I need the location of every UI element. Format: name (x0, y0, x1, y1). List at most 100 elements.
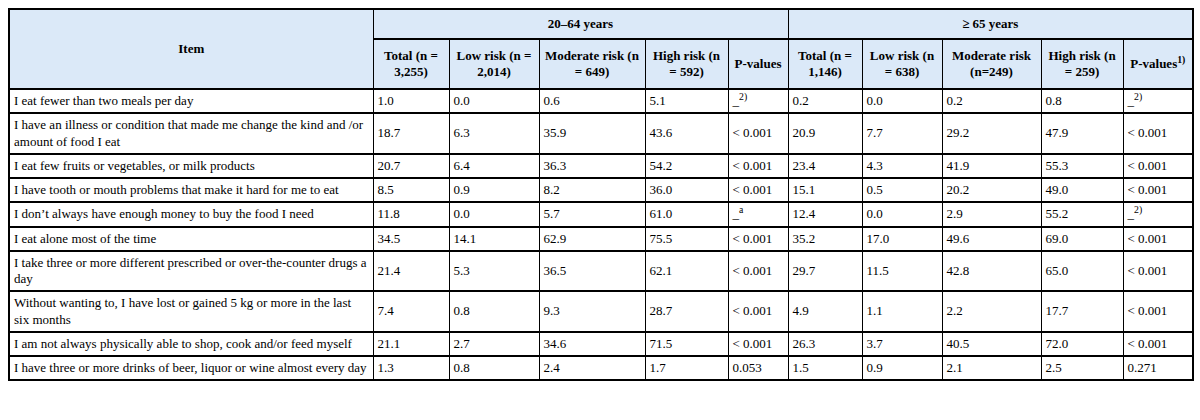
col-header-total-20-64: Total (n = 3,255) (373, 39, 449, 89)
table-row: I have an illness or condition that made… (9, 113, 1193, 154)
item-cell: I eat few fruits or vegetables, or milk … (9, 154, 373, 178)
col-header-moderate-20-64: Moderate risk (n = 649) (539, 39, 645, 89)
value-cell: 2.9 (942, 202, 1041, 226)
value-cell: 12.4 (788, 202, 862, 226)
value-cell: 34.5 (373, 227, 449, 251)
value-cell: 2.4 (539, 356, 645, 380)
item-cell: I have three or more drinks of beer, liq… (9, 356, 373, 380)
value-cell: 0.8 (449, 356, 539, 380)
value-cell: 28.7 (645, 291, 728, 332)
value-cell: 2.2 (942, 291, 1041, 332)
value-cell: 3.7 (862, 332, 942, 356)
table-row: I am not always physically able to shop,… (9, 332, 1193, 356)
value-cell: 1.3 (373, 356, 449, 380)
value-cell: 0.0 (449, 202, 539, 226)
value-cell: < 0.001 (1123, 178, 1193, 202)
value-cell: 0.9 (449, 178, 539, 202)
col-header-high-65: High risk (n = 259) (1041, 39, 1123, 89)
value-cell: < 0.001 (1123, 227, 1193, 251)
value-cell: < 0.001 (728, 178, 788, 202)
table-row: Without wanting to, I have lost or gaine… (9, 291, 1193, 332)
value-cell: < 0.001 (728, 332, 788, 356)
item-cell: Without wanting to, I have lost or gaine… (9, 291, 373, 332)
col-header-label: Moderate risk (n = 649) (545, 48, 639, 79)
value-cell: 7.7 (862, 113, 942, 154)
value-cell: 55.3 (1041, 154, 1123, 178)
group-header-20-64: 20–64 years (373, 9, 788, 39)
col-header-moderate-65: Moderate risk (n=249) (942, 39, 1041, 89)
value-cell: 15.1 (788, 178, 862, 202)
value-cell: 0.0 (449, 89, 539, 113)
value-cell: 8.5 (373, 178, 449, 202)
item-cell: I am not always physically able to shop,… (9, 332, 373, 356)
value-cell: 0.9 (862, 356, 942, 380)
value-cell: 2.1 (942, 356, 1041, 380)
value-cell: 4.9 (788, 291, 862, 332)
value-cell: 26.3 (788, 332, 862, 356)
value-cell: 29.7 (788, 251, 862, 292)
footnote-marker: 2) (739, 91, 747, 102)
table-row: I have tooth or mouth problems that make… (9, 178, 1193, 202)
value-cell: < 0.001 (728, 227, 788, 251)
value-cell: 20.2 (942, 178, 1041, 202)
value-cell: 61.0 (645, 202, 728, 226)
value-cell: < 0.001 (1123, 291, 1193, 332)
col-header-low-65: Low risk (n = 638) (862, 39, 942, 89)
value-cell: 43.6 (645, 113, 728, 154)
table-row: I eat few fruits or vegetables, or milk … (9, 154, 1193, 178)
value-cell: 35.9 (539, 113, 645, 154)
table-row: I eat alone most of the time34.514.162.9… (9, 227, 1193, 251)
value-cell: 9.3 (539, 291, 645, 332)
value-cell: 71.5 (645, 332, 728, 356)
value-cell: 54.2 (645, 154, 728, 178)
value-cell: 34.6 (539, 332, 645, 356)
value-cell: 18.7 (373, 113, 449, 154)
group-header-65-plus: ≥ 65 years (788, 9, 1193, 39)
value-cell: 0.8 (449, 291, 539, 332)
value-cell: 5.1 (645, 89, 728, 113)
value-cell: 0.2 (788, 89, 862, 113)
col-header-pvalues-20-64: P-values (728, 39, 788, 89)
item-cell: I take three or more different prescribe… (9, 251, 373, 292)
value-cell: _a (728, 202, 788, 226)
value-cell: < 0.001 (1123, 113, 1193, 154)
table-body: I eat fewer than two meals per day1.00.0… (9, 89, 1193, 380)
value-cell: _2) (1123, 202, 1193, 226)
col-header-label: Total (n = 3,255) (384, 48, 438, 79)
value-cell: 1.1 (862, 291, 942, 332)
value-cell: < 0.001 (1123, 251, 1193, 292)
col-header-total-65: Total (n = 1,146) (788, 39, 862, 89)
value-cell: 42.8 (942, 251, 1041, 292)
value-cell: 1.0 (373, 89, 449, 113)
value-cell: 0.0 (862, 202, 942, 226)
value-cell: < 0.001 (728, 291, 788, 332)
value-cell: 7.4 (373, 291, 449, 332)
value-cell: < 0.001 (728, 154, 788, 178)
value-cell: 65.0 (1041, 251, 1123, 292)
item-header: Item (9, 9, 373, 89)
value-cell: < 0.001 (1123, 154, 1193, 178)
value-cell: 36.5 (539, 251, 645, 292)
value-cell: 47.9 (1041, 113, 1123, 154)
col-header-label: High risk (n = 259) (1048, 48, 1115, 79)
value-cell: 17.7 (1041, 291, 1123, 332)
value-cell: 62.9 (539, 227, 645, 251)
value-cell: _2) (1123, 89, 1193, 113)
col-header-label: P-values (735, 56, 782, 71)
value-cell: 21.4 (373, 251, 449, 292)
col-header-pvalues-65: P-values1) (1123, 39, 1193, 89)
col-header-label: Moderate risk (n=249) (952, 48, 1031, 79)
value-cell: 6.4 (449, 154, 539, 178)
value-cell: 20.9 (788, 113, 862, 154)
value-cell: 0.6 (539, 89, 645, 113)
value-cell: < 0.001 (1123, 332, 1193, 356)
footnote-marker: a (739, 204, 743, 215)
col-header-label: Low risk (n = 2,014) (457, 48, 532, 79)
table-row: I take three or more different prescribe… (9, 251, 1193, 292)
value-cell: 41.9 (942, 154, 1041, 178)
value-cell: 75.5 (645, 227, 728, 251)
value-cell: 36.0 (645, 178, 728, 202)
value-cell: 49.0 (1041, 178, 1123, 202)
table-row: I have three or more drinks of beer, liq… (9, 356, 1193, 380)
value-cell: 62.1 (645, 251, 728, 292)
